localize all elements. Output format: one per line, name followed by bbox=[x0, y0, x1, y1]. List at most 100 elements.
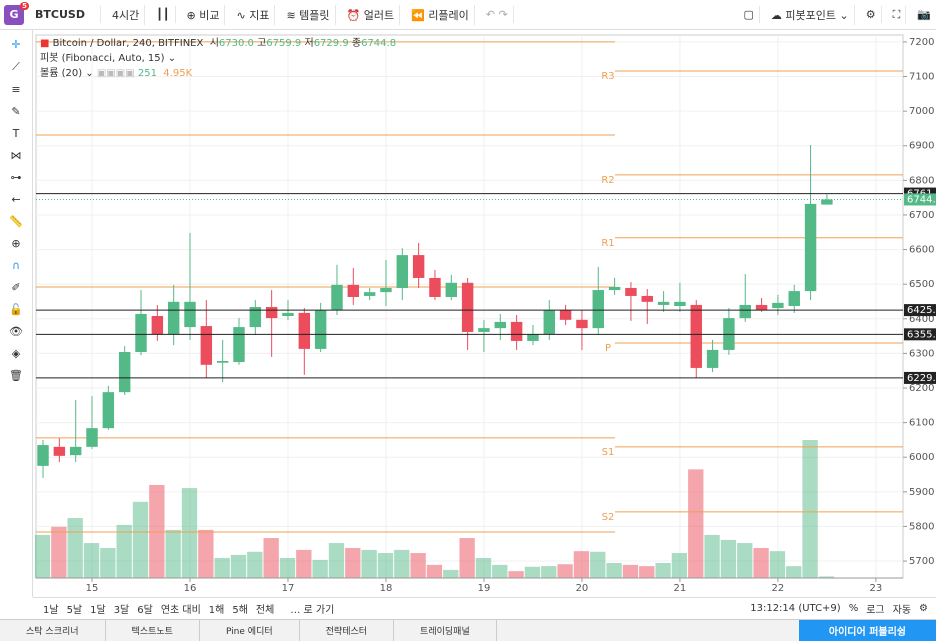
range-button[interactable]: 5날 bbox=[66, 604, 83, 616]
range-button[interactable]: 연초 대비 bbox=[160, 604, 201, 616]
zoom-tool[interactable]: ⊕ bbox=[11, 237, 21, 250]
pivot-menu[interactable]: ☁ 피봇포인트 ⌄ bbox=[766, 4, 855, 25]
candle-body bbox=[282, 312, 294, 317]
settings-button[interactable]: ⚙ bbox=[919, 602, 928, 614]
volume-bar bbox=[198, 529, 214, 578]
range-button[interactable]: 전체 bbox=[255, 604, 275, 616]
tab[interactable]: Pine 에디터 bbox=[200, 620, 300, 641]
auto-button[interactable]: 자동 bbox=[892, 604, 912, 616]
candle-body bbox=[772, 302, 784, 309]
publish-button[interactable]: 아이디어 퍼블리슁 bbox=[798, 620, 936, 641]
undo-redo[interactable]: ↶ ↷ bbox=[481, 6, 514, 23]
legend-row: ■ Bitcoin / Dollar, 240, BITFINEX 시6730.… bbox=[40, 36, 396, 51]
candle-body bbox=[527, 334, 539, 341]
candle-body bbox=[412, 255, 425, 278]
layers-tool[interactable]: ◈ bbox=[11, 347, 21, 360]
goto-button[interactable]: … 로 가기 bbox=[290, 604, 335, 616]
candle-body bbox=[674, 301, 686, 306]
y-tick-label: 7200 bbox=[909, 37, 934, 48]
pivot-label: P bbox=[605, 343, 611, 354]
volume-bar bbox=[573, 551, 590, 578]
range-button[interactable]: 1날 bbox=[43, 604, 59, 616]
pattern-tool[interactable]: ⋈ bbox=[10, 149, 22, 162]
x-tick-label: 18 bbox=[380, 583, 393, 594]
symbol[interactable]: BTCUSD bbox=[30, 6, 101, 23]
y-tick-label: 6900 bbox=[909, 141, 934, 152]
templates-label: 템플릿 bbox=[299, 8, 330, 22]
prediction-tool[interactable]: ⊶ bbox=[10, 171, 22, 184]
price-label-bg bbox=[904, 304, 936, 317]
brush-tool[interactable]: ✎ bbox=[11, 105, 21, 118]
tab[interactable]: 텍스트노트 bbox=[106, 620, 200, 641]
volume-bar bbox=[328, 543, 345, 578]
tab[interactable]: 트레이딩패널 bbox=[394, 620, 497, 641]
candle-body bbox=[657, 301, 670, 305]
text-tool[interactable]: T bbox=[12, 127, 20, 140]
visibility-tool[interactable]: 👁 bbox=[9, 325, 23, 338]
range-button[interactable]: 1달 bbox=[90, 604, 106, 616]
volume-bar bbox=[165, 529, 181, 578]
legend-value: 6759.9 bbox=[266, 38, 302, 49]
volume-bar bbox=[590, 551, 606, 578]
volume-bar bbox=[312, 559, 328, 578]
trash-tool[interactable]: 🗑 bbox=[9, 369, 23, 382]
fib-tool[interactable]: ≡ bbox=[11, 83, 21, 96]
candle-body bbox=[53, 446, 66, 456]
volume-bar bbox=[361, 549, 377, 578]
volume-bar bbox=[737, 543, 753, 578]
y-tick-label: 7000 bbox=[909, 106, 934, 117]
volume-bar bbox=[655, 563, 671, 578]
fullscreen[interactable]: ⛶ bbox=[888, 5, 907, 24]
volume-bar bbox=[443, 569, 459, 578]
interval[interactable]: 4시간 bbox=[107, 4, 146, 25]
templates[interactable]: ≋ 템플릿 bbox=[281, 4, 336, 25]
x-tick-label: 22 bbox=[772, 583, 785, 594]
candle-body bbox=[445, 282, 458, 297]
candle-body bbox=[706, 349, 719, 368]
legend-label: 저 bbox=[304, 38, 314, 49]
lock-draw-tool[interactable]: ✐ bbox=[11, 281, 21, 294]
chart-style[interactable]: ┃┃ bbox=[151, 6, 176, 23]
candle-body bbox=[265, 307, 278, 319]
volume-bar bbox=[688, 469, 704, 578]
clock: 13:12:14 (UTC+9) bbox=[750, 602, 841, 614]
y-tick-label: 5800 bbox=[909, 521, 934, 532]
volume-bar bbox=[263, 538, 279, 578]
volume-bar bbox=[230, 554, 247, 578]
magnet-tool[interactable]: ∩ bbox=[11, 259, 21, 272]
settings[interactable]: ⚙ bbox=[861, 6, 882, 23]
snapshot[interactable]: 📷 bbox=[917, 8, 931, 21]
back-tool[interactable]: ← bbox=[11, 193, 21, 206]
percent-button[interactable]: % bbox=[848, 602, 859, 614]
candle-body bbox=[298, 312, 311, 349]
candle-body bbox=[184, 301, 196, 328]
compare[interactable]: ⊕ 비교 bbox=[182, 4, 226, 25]
line-tool[interactable]: ⟋ bbox=[12, 60, 20, 73]
volume-bar bbox=[541, 566, 557, 578]
log-button[interactable]: 로그 bbox=[866, 604, 885, 616]
volume-bar bbox=[459, 538, 475, 578]
ruler-tool[interactable]: 📏 bbox=[9, 215, 23, 228]
pivot-legend: 피봇 (Fibonacci, Auto, 15) bbox=[40, 53, 165, 64]
tab[interactable]: 전략테스터 bbox=[300, 620, 395, 641]
replay[interactable]: ⏪ 리플레이 bbox=[406, 4, 475, 25]
legend: ■ Bitcoin / Dollar, 240, BITFINEX 시6730.… bbox=[40, 36, 396, 81]
range-button[interactable]: 3달 bbox=[113, 604, 130, 616]
range-button[interactable]: 1해 bbox=[208, 604, 225, 616]
range-button[interactable]: 5해 bbox=[232, 604, 248, 616]
range-button[interactable]: 6달 bbox=[137, 604, 153, 616]
indicators[interactable]: ∿ 지표 bbox=[231, 4, 276, 25]
legend-row: 볼륨 (20) ⌄ ▣▣▣▣ 251 4.95K bbox=[40, 68, 193, 79]
y-tick-label: 6300 bbox=[909, 348, 934, 359]
volume-bar bbox=[214, 558, 230, 578]
alert[interactable]: ⏰ 얼러트 bbox=[342, 4, 401, 25]
layout-toggle[interactable]: ▢ bbox=[738, 6, 760, 23]
tab[interactable]: 스탁 스크리너 bbox=[0, 620, 106, 641]
y-tick-label: 6100 bbox=[909, 418, 934, 429]
lock-tool[interactable]: 🔓 bbox=[9, 303, 23, 316]
y-tick-label: 7100 bbox=[909, 72, 934, 83]
crosshair-tool[interactable]: ✛ bbox=[11, 38, 21, 51]
x-tick-label: 15 bbox=[86, 583, 99, 594]
legend-label: 시 bbox=[209, 38, 219, 49]
